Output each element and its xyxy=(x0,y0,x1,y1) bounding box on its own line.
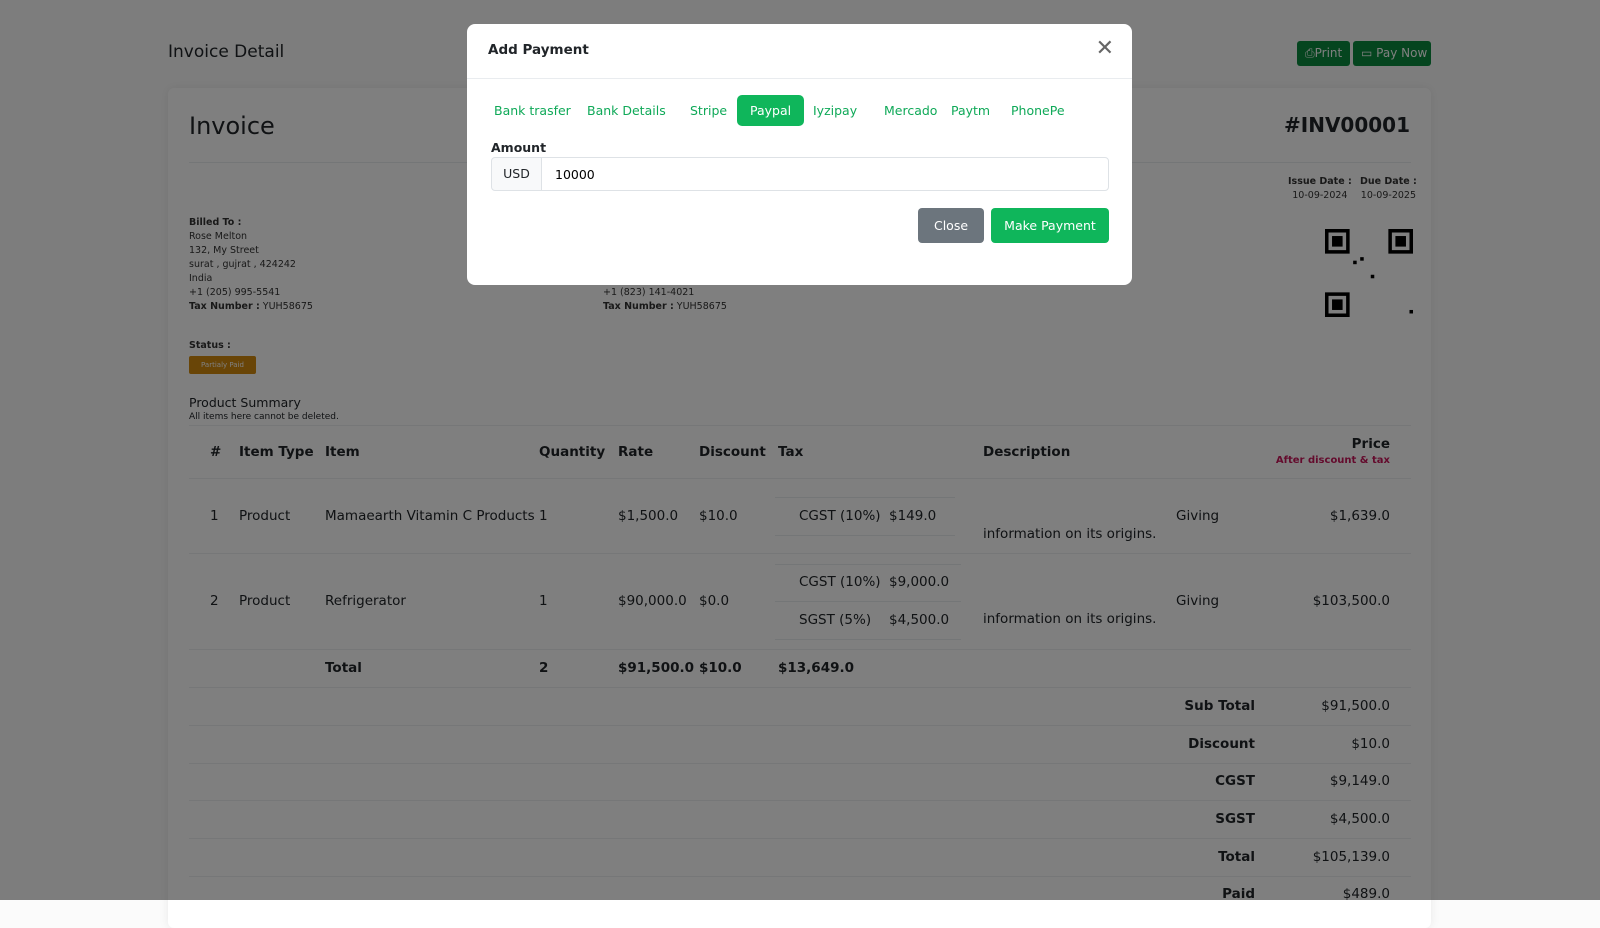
tab-phonepe[interactable]: PhonePe xyxy=(1011,103,1065,118)
tab-iyzipay[interactable]: Iyzipay xyxy=(813,103,858,118)
tab-paytm[interactable]: Paytm xyxy=(951,103,991,118)
amount-label: Amount xyxy=(491,140,547,155)
tab-bank-transfer[interactable]: Bank trasfer xyxy=(494,103,571,118)
make-payment-button[interactable]: Make Payment xyxy=(991,208,1109,243)
close-icon[interactable]: ✕ xyxy=(1095,36,1114,61)
modal-title: Add Payment xyxy=(488,42,589,58)
tab-mercado[interactable]: Mercado xyxy=(884,103,938,118)
tab-paypal[interactable]: Paypal xyxy=(737,95,805,126)
tab-stripe[interactable]: Stripe xyxy=(690,103,728,118)
close-button[interactable]: Close xyxy=(918,208,984,243)
tab-bank-details[interactable]: Bank Details xyxy=(587,103,666,118)
currency-addon: USD xyxy=(491,157,542,191)
amount-input[interactable] xyxy=(541,157,1109,191)
add-payment-modal: Add Payment ✕ Bank trasfer Bank Details … xyxy=(467,24,1132,285)
